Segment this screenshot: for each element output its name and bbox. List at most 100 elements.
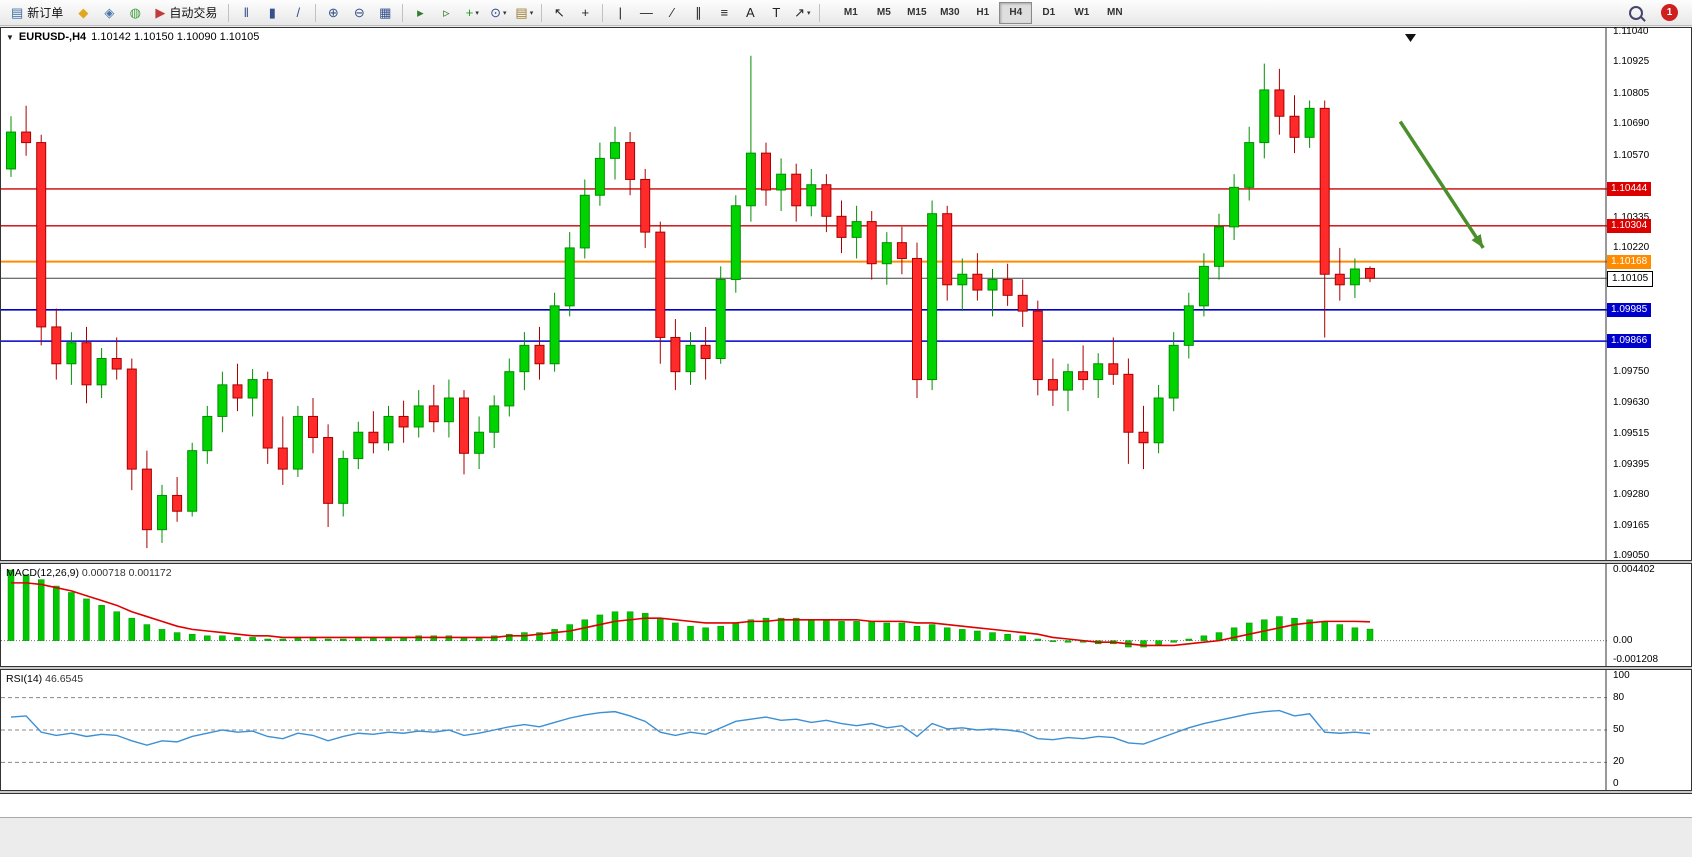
price-axis-label: 1.10220 [1613, 241, 1650, 253]
chart-expander-icon[interactable]: ▼ [6, 32, 14, 42]
horizontal-line-icon: — [639, 5, 653, 20]
price-axis-label: 1.10690 [1613, 118, 1650, 130]
text-label-button[interactable]: T [763, 1, 789, 25]
template-icon: ▤ [515, 5, 528, 20]
timeframe-button-h1[interactable]: H1 [976, 7, 990, 18]
bar-chart-button[interactable]: ‖ [233, 1, 259, 25]
scroll-to-end-icon [1405, 34, 1416, 42]
price-badge: 1.10168 [1607, 254, 1652, 269]
price-axis-label: 1.09280 [1613, 489, 1650, 501]
community-icon: ◍ [129, 5, 141, 20]
toolbar-separator [819, 3, 821, 22]
zoom-out-button[interactable]: ⊖ [346, 1, 372, 25]
toolbar-buttons: ▤ 新订单 ◆ ◈ ◍ ▶ 自动交易 ‖ ▮ / ⊕ ⊖ ▦ ▸ ▹ + ▾ ⊙ ▾ ▤ ▾ ↖ + | — ∕ ∥ ≡ A T ↗ ▾ [4, 1, 824, 25]
price-axis-label: 1.09395 [1613, 459, 1650, 471]
price-axis-label: 1.09515 [1613, 427, 1650, 439]
chart-title-overlay: ▼ EURUSD-,H4 1.10142 1.10150 1.10090 1.1… [6, 31, 259, 43]
new-order-icon: ▤ [11, 5, 24, 20]
vline-button[interactable]: | [607, 1, 633, 25]
profile-icon: ◈ [104, 5, 115, 20]
rsi-axis: 100 80 50 20 0 [1607, 670, 1691, 790]
mql-wizard-button[interactable]: ◆ [70, 1, 96, 25]
line-chart-icon: / [296, 5, 301, 20]
search-icon [1629, 5, 1643, 20]
price-axis-label: -0.001208 [1613, 654, 1659, 665]
autotrade-button[interactable]: ▶ 自动交易 [148, 1, 224, 25]
price-badge: 1.10444 [1607, 181, 1652, 196]
price-axis-label: 0.00 [1613, 634, 1633, 646]
auto-scroll-button[interactable]: ▸ [407, 1, 433, 25]
price-axis: 1.11040 1.10925 1.10805 1.10690 1.10570 1.103… [1607, 26, 1691, 561]
price-axis-label: 1.09630 [1613, 397, 1650, 409]
wizard-hat-icon: ◆ [78, 5, 89, 20]
toolbar-separator [228, 3, 230, 22]
add-indicator-icon: + [465, 5, 474, 20]
timeframe-button-m1[interactable]: M1 [843, 7, 858, 18]
rsi-canvas[interactable] [1, 670, 1607, 790]
timeframe-button-m15[interactable]: M15 [907, 7, 927, 18]
dropdown-caret-icon: ▾ [475, 9, 479, 17]
autotrade-button-label: 自动交易 [169, 6, 218, 20]
community-button[interactable]: ◍ [122, 1, 148, 25]
price-axis-label: 0.004402 [1613, 564, 1655, 575]
macd-canvas[interactable] [1, 564, 1607, 666]
macd-axis: 0.004402 0.00 -0.001208 [1607, 564, 1691, 666]
hline-button[interactable]: — [633, 1, 659, 25]
indicators-button[interactable]: + ▾ [459, 1, 485, 25]
toolbar-separator [315, 3, 317, 22]
zoom-out-icon: ⊖ [353, 5, 365, 20]
price-axis-label: 20 [1613, 756, 1625, 768]
tile-windows-button[interactable]: ▦ [372, 1, 398, 25]
text-label-icon: T [772, 5, 781, 20]
new-order-button[interactable]: ▤ 新订单 [4, 1, 70, 25]
chart-window: 1.11040 1.10925 1.10805 1.10690 1.10570 1.103… [0, 26, 1692, 857]
profile-button[interactable]: ◈ [96, 1, 122, 25]
fibonacci-icon: ≡ [720, 5, 729, 20]
dropdown-caret-icon: ▾ [807, 9, 811, 17]
timeframe-button-h4[interactable]: H4 [999, 1, 1033, 24]
bottom-strip [0, 817, 1692, 857]
ohlc-bars-icon: ‖ [243, 5, 250, 20]
chart-ohlc-quote: 1.10142 1.10150 1.10090 1.10105 [91, 31, 260, 43]
text-icon: A [745, 5, 755, 20]
price-chart-canvas[interactable] [1, 28, 1607, 560]
notification-badge[interactable]: 1 [1661, 4, 1678, 21]
text-button[interactable]: A [737, 1, 763, 25]
search-button[interactable] [1623, 1, 1649, 25]
price-axis-label: 1.10805 [1613, 87, 1650, 99]
channel-icon: ∥ [695, 5, 702, 20]
toolbar-right: 1 [1623, 1, 1692, 25]
zoom-in-button[interactable]: ⊕ [320, 1, 346, 25]
timeframe-button-w1[interactable]: W1 [1074, 7, 1090, 18]
toolbar-separator [541, 3, 543, 22]
timeframe-button-mn[interactable]: MN [1107, 7, 1123, 18]
channel-button[interactable]: ∥ [685, 1, 711, 25]
vertical-line-icon: | [618, 5, 623, 20]
trendline-button[interactable]: ∕ [659, 1, 685, 25]
price-axis-label: 1.10570 [1613, 149, 1650, 161]
timeframe-button-m30[interactable]: M30 [940, 7, 960, 18]
price-axis-label: 1.09750 [1613, 365, 1650, 377]
templates-button[interactable]: ▤ ▾ [511, 1, 537, 25]
cursor-button[interactable]: ↖ [546, 1, 572, 25]
tile-windows-icon: ▦ [379, 5, 392, 20]
timeframe-button-m5[interactable]: M5 [876, 7, 891, 18]
macd-label: MACD(12,26,9) 0.000718 0.001172 [6, 567, 172, 579]
line-chart-button[interactable]: / [285, 1, 311, 25]
candlestick-button[interactable]: ▮ [259, 1, 285, 25]
price-badge: 1.10304 [1607, 218, 1652, 233]
dropdown-caret-icon: ▾ [529, 9, 534, 17]
clock-icon: ⊙ [490, 5, 502, 20]
fibonacci-button[interactable]: ≡ [711, 1, 737, 25]
arrows-button[interactable]: ↗ ▾ [789, 1, 815, 25]
crosshair-button[interactable]: + [572, 1, 598, 25]
timeframe-button-d1[interactable]: D1 [1042, 7, 1056, 18]
price-axis-label: 1.10335 [1613, 211, 1650, 223]
periods-button[interactable]: ⊙ ▾ [485, 1, 511, 25]
arrow-objects-icon: ↗ [794, 5, 806, 20]
main-chart-panel: 1.11040 1.10925 1.10805 1.10690 1.10570 1.103… [0, 26, 1692, 561]
chart-shift-button[interactable]: ▹ [433, 1, 459, 25]
chart-symbol-period: EURUSD-,H4 [18, 31, 87, 43]
rsi-label: RSI(14) 46.6545 [6, 673, 84, 685]
